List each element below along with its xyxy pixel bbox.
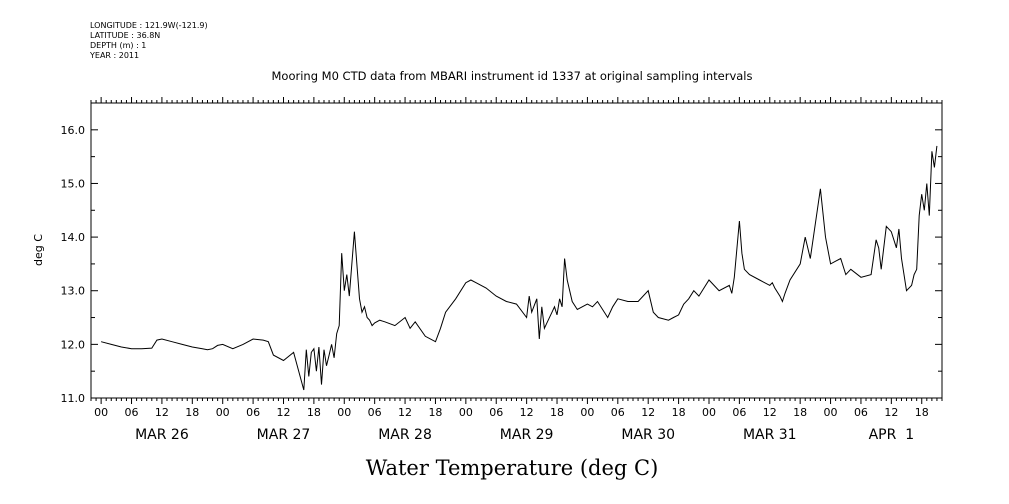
x-day-label: MAR 29 [500,427,554,443]
y-axis: 11.0 12.0 13.0 14.0 15.0 16.0 [61,124,86,405]
x-tick-label: 00 [459,406,473,419]
longitude-text: LONGITUDE : 121.9W(-121.9) [90,21,208,30]
x-tick-label: 18 [550,406,564,419]
x-tick-label: 00 [94,406,108,419]
x-tick-label: 06 [732,406,746,419]
metadata-block: LONGITUDE : 121.9W(-121.9) LATITUDE : 36… [90,21,208,61]
x-axis: 00 06 12 18 00 06 12 18 00 06 12 18 00 06 12 18 00 06 12 18… [94,406,929,443]
y-axis-label: deg C [32,234,45,266]
y-tick-label: 15.0 [61,177,86,190]
x-day-label: MAR 28 [378,427,432,443]
x-tick-label: 18 [793,406,807,419]
y-tick-label: 12.0 [61,338,86,351]
x-tick-label: 12 [398,406,412,419]
x-tick-label: 00 [580,406,594,419]
x-tick-label: 06 [368,406,382,419]
x-tick-label: 00 [702,406,716,419]
x-day-label: MAR 26 [135,427,189,443]
x-tick-label: 06 [611,406,625,419]
x-tick-label: 12 [763,406,777,419]
x-tick-label: 12 [884,406,898,419]
x-tick-label: 00 [216,406,230,419]
x-tick-label: 12 [641,406,655,419]
plot-frame [90,102,943,399]
x-tick-label: 12 [520,406,534,419]
tick-marks [90,97,943,404]
x-day-label: APR 1 [869,427,915,443]
year-text: YEAR : 2011 [90,51,140,60]
chart-title: Mooring M0 CTD data from MBARI instrumen… [272,69,753,83]
x-tick-label: 06 [854,406,868,419]
x-tick-label: 06 [246,406,260,419]
x-day-label: MAR 27 [257,427,311,443]
x-tick-label: 18 [428,406,442,419]
series-line-water-temperature [100,145,938,391]
x-day-label: MAR 30 [621,427,675,443]
x-tick-label: 18 [915,406,929,419]
x-day-label: MAR 31 [743,427,797,443]
y-tick-label: 14.0 [61,231,86,244]
x-tick-label: 12 [155,406,169,419]
x-tick-label: 00 [824,406,838,419]
x-tick-label: 12 [276,406,290,419]
depth-text: DEPTH (m) : 1 [90,41,147,50]
y-tick-label: 16.0 [61,124,86,137]
x-tick-label: 18 [307,406,321,419]
latitude-text: LATITUDE : 36.8N [90,31,161,40]
x-tick-label: 06 [489,406,503,419]
x-tick-label: 06 [125,406,139,419]
x-tick-label: 18 [185,406,199,419]
x-axis-label: Water Temperature (deg C) [366,456,659,480]
x-tick-label: 18 [672,406,686,419]
x-tick-label: 00 [337,406,351,419]
y-tick-label: 11.0 [61,392,86,405]
y-tick-label: 13.0 [61,285,86,298]
